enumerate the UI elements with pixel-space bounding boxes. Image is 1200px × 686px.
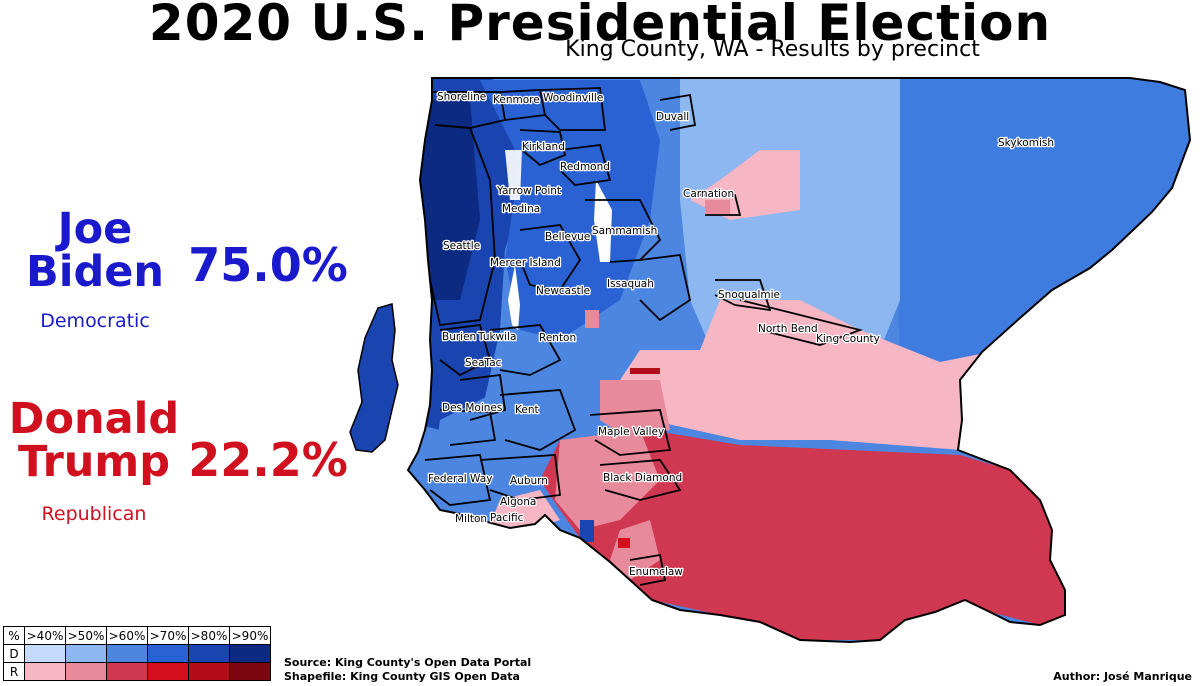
legend-dem-swatch bbox=[229, 644, 271, 663]
label-renton: Renton bbox=[539, 332, 576, 344]
label-king-county: King County bbox=[816, 333, 880, 345]
trump-last-name: Trump bbox=[17, 437, 170, 487]
legend-threshold: >60% bbox=[106, 626, 148, 645]
color-legend: % >40% >50% >60% >70% >80% >90% D R bbox=[3, 626, 271, 681]
shapefile-line: Shapefile: King County GIS Open Data bbox=[284, 670, 520, 683]
label-yarrow-point: Yarrow Point bbox=[496, 185, 561, 197]
legend-dem-swatch bbox=[65, 644, 107, 663]
source-line: Source: King County's Open Data Portal bbox=[284, 656, 532, 669]
legend-rep-swatch bbox=[229, 662, 271, 681]
label-seattle: Seattle bbox=[443, 240, 480, 252]
label-bellevue: Bellevue bbox=[545, 231, 590, 243]
label-sammamish: Sammamish bbox=[592, 225, 657, 237]
legend-dem-row: D bbox=[3, 644, 271, 663]
legend-threshold: >40% bbox=[24, 626, 66, 645]
legend-rep-swatch bbox=[106, 662, 148, 681]
label-shoreline: Shoreline bbox=[437, 91, 486, 103]
legend-rep-swatch bbox=[65, 662, 107, 681]
legend-header-row: % >40% >50% >60% >70% >80% >90% bbox=[3, 626, 271, 645]
legend-dem-swatch bbox=[106, 644, 148, 663]
label-federal-way: Federal Way bbox=[428, 473, 492, 485]
label-tukwila: Tukwila bbox=[477, 331, 516, 343]
place-labels: Shoreline Kenmore Woodinville Duvall Kir… bbox=[427, 90, 1056, 580]
label-snoqualmie: Snoqualmie bbox=[718, 289, 780, 301]
label-black-diamond: Black Diamond bbox=[603, 472, 682, 484]
label-redmond: Redmond bbox=[560, 161, 610, 173]
legend-dem-swatch bbox=[147, 644, 189, 663]
trump-party: Republican bbox=[41, 503, 147, 525]
label-woodinville: Woodinville bbox=[543, 92, 603, 104]
trump-name: Donald Trump bbox=[0, 398, 188, 484]
biden-percentage: 75.0% bbox=[188, 238, 348, 292]
label-kenmore: Kenmore bbox=[493, 94, 540, 106]
legend-threshold: >70% bbox=[147, 626, 189, 645]
label-milton: Milton bbox=[455, 513, 487, 525]
label-kent: Kent bbox=[515, 404, 539, 416]
label-seatac: SeaTac bbox=[465, 357, 502, 369]
legend-dem-swatch bbox=[24, 644, 66, 663]
label-maple-valley: Maple Valley bbox=[598, 426, 664, 438]
label-auburn: Auburn bbox=[510, 475, 548, 487]
legend-threshold: >50% bbox=[65, 626, 107, 645]
author-credit: Author: José Manrique bbox=[1053, 670, 1192, 683]
biden-party: Democratic bbox=[40, 310, 150, 332]
legend-dem-swatch bbox=[188, 644, 230, 663]
label-des-moines: Des Moines bbox=[442, 402, 502, 414]
label-mercer-island: Mercer Island bbox=[490, 257, 561, 269]
label-north-bend: North Bend bbox=[758, 323, 818, 335]
label-newcastle: Newcastle bbox=[536, 285, 590, 297]
legend-rep-row: R bbox=[3, 662, 271, 681]
map-title: 2020 U.S. Presidential Election bbox=[148, 0, 1052, 52]
source-credits: Source: King County's Open Data Portal S… bbox=[284, 656, 531, 684]
label-kirkland: Kirkland bbox=[522, 141, 565, 153]
legend-threshold: >90% bbox=[229, 626, 271, 645]
map-subtitle: King County, WA - Results by precinct bbox=[565, 37, 980, 62]
vashon-island bbox=[349, 303, 399, 453]
label-burien: Burien bbox=[442, 331, 476, 343]
label-skykomish: Skykomish bbox=[998, 137, 1054, 149]
biden-name: Joe Biden bbox=[10, 208, 180, 294]
label-algona: Algona bbox=[500, 496, 536, 508]
legend-rep-swatch bbox=[147, 662, 189, 681]
legend-rep-swatch bbox=[24, 662, 66, 681]
legend-threshold: >80% bbox=[188, 626, 230, 645]
label-medina: Medina bbox=[502, 203, 540, 215]
label-duvall: Duvall bbox=[656, 111, 689, 123]
legend-rep-swatch bbox=[188, 662, 230, 681]
label-issaquah: Issaquah bbox=[607, 278, 654, 290]
city-boundaries bbox=[424, 87, 864, 586]
label-pacific: Pacific bbox=[490, 512, 524, 524]
county-outline bbox=[406, 77, 1192, 644]
label-carnation: Carnation bbox=[683, 188, 734, 200]
legend-dem-label: D bbox=[3, 644, 25, 663]
label-enumclaw: Enumclaw bbox=[629, 566, 683, 578]
lake-washington-north bbox=[505, 150, 522, 200]
biden-first-name: Joe bbox=[57, 204, 133, 254]
legend-header-label: % bbox=[3, 626, 25, 645]
lake-washington bbox=[508, 265, 520, 330]
trump-first-name: Donald bbox=[8, 394, 180, 444]
legend-rep-label: R bbox=[3, 662, 25, 681]
biden-last-name: Biden bbox=[25, 247, 165, 297]
trump-percentage: 22.2% bbox=[188, 433, 348, 487]
